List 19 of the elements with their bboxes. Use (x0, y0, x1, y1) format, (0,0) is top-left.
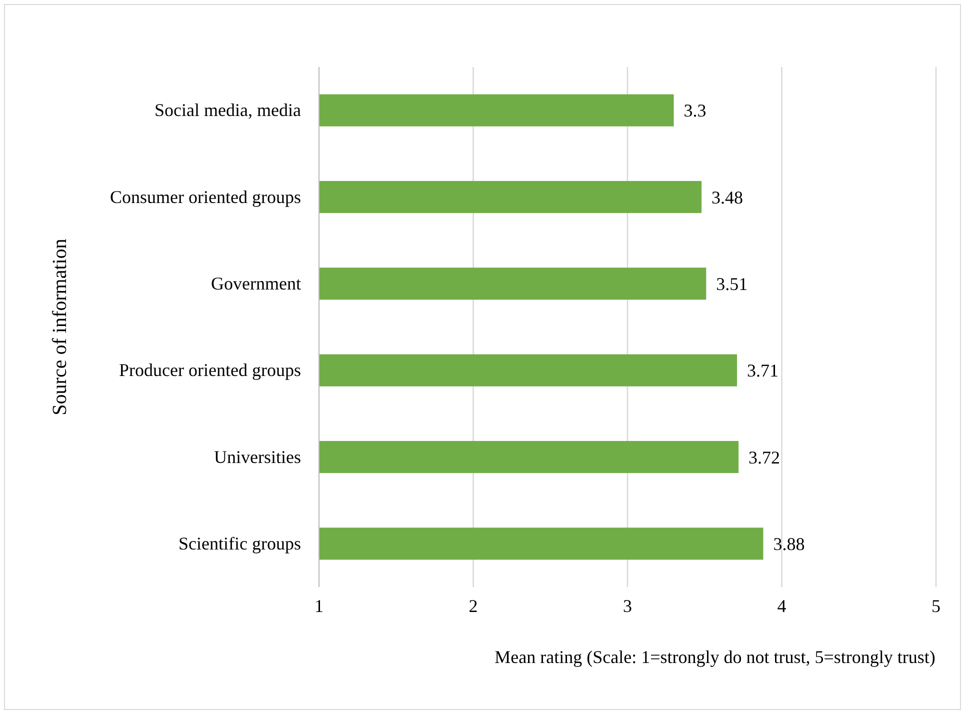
y-tick-label: Producer oriented groups (119, 360, 301, 380)
data-label: 3.72 (748, 447, 780, 468)
data-label: 3.48 (712, 187, 744, 208)
y-tick-label: Government (211, 273, 301, 294)
x-tick-label: 2 (468, 596, 478, 616)
data-label: 3.71 (747, 360, 779, 381)
y-tick-label: Social media, media (154, 100, 302, 120)
x-axis-title: Mean rating (Scale: 1=strongly do not trust, 5=strongly trust) (494, 647, 936, 667)
data-label: 3.3 (684, 100, 706, 121)
y-tick-label: Universities (214, 446, 301, 467)
y-tick-label: Scientific groups (178, 533, 301, 554)
x-tick-label: 3 (623, 596, 632, 616)
x-tick-label: 1 (314, 596, 324, 616)
data-label: 3.88 (773, 534, 805, 554)
y-tick-label: Consumer oriented groups (110, 186, 301, 207)
y-axis-title: Source of information (49, 238, 71, 416)
x-tick-label: 4 (777, 596, 786, 616)
x-tick-label: 5 (932, 596, 940, 616)
data-label: 3.51 (716, 274, 748, 294)
